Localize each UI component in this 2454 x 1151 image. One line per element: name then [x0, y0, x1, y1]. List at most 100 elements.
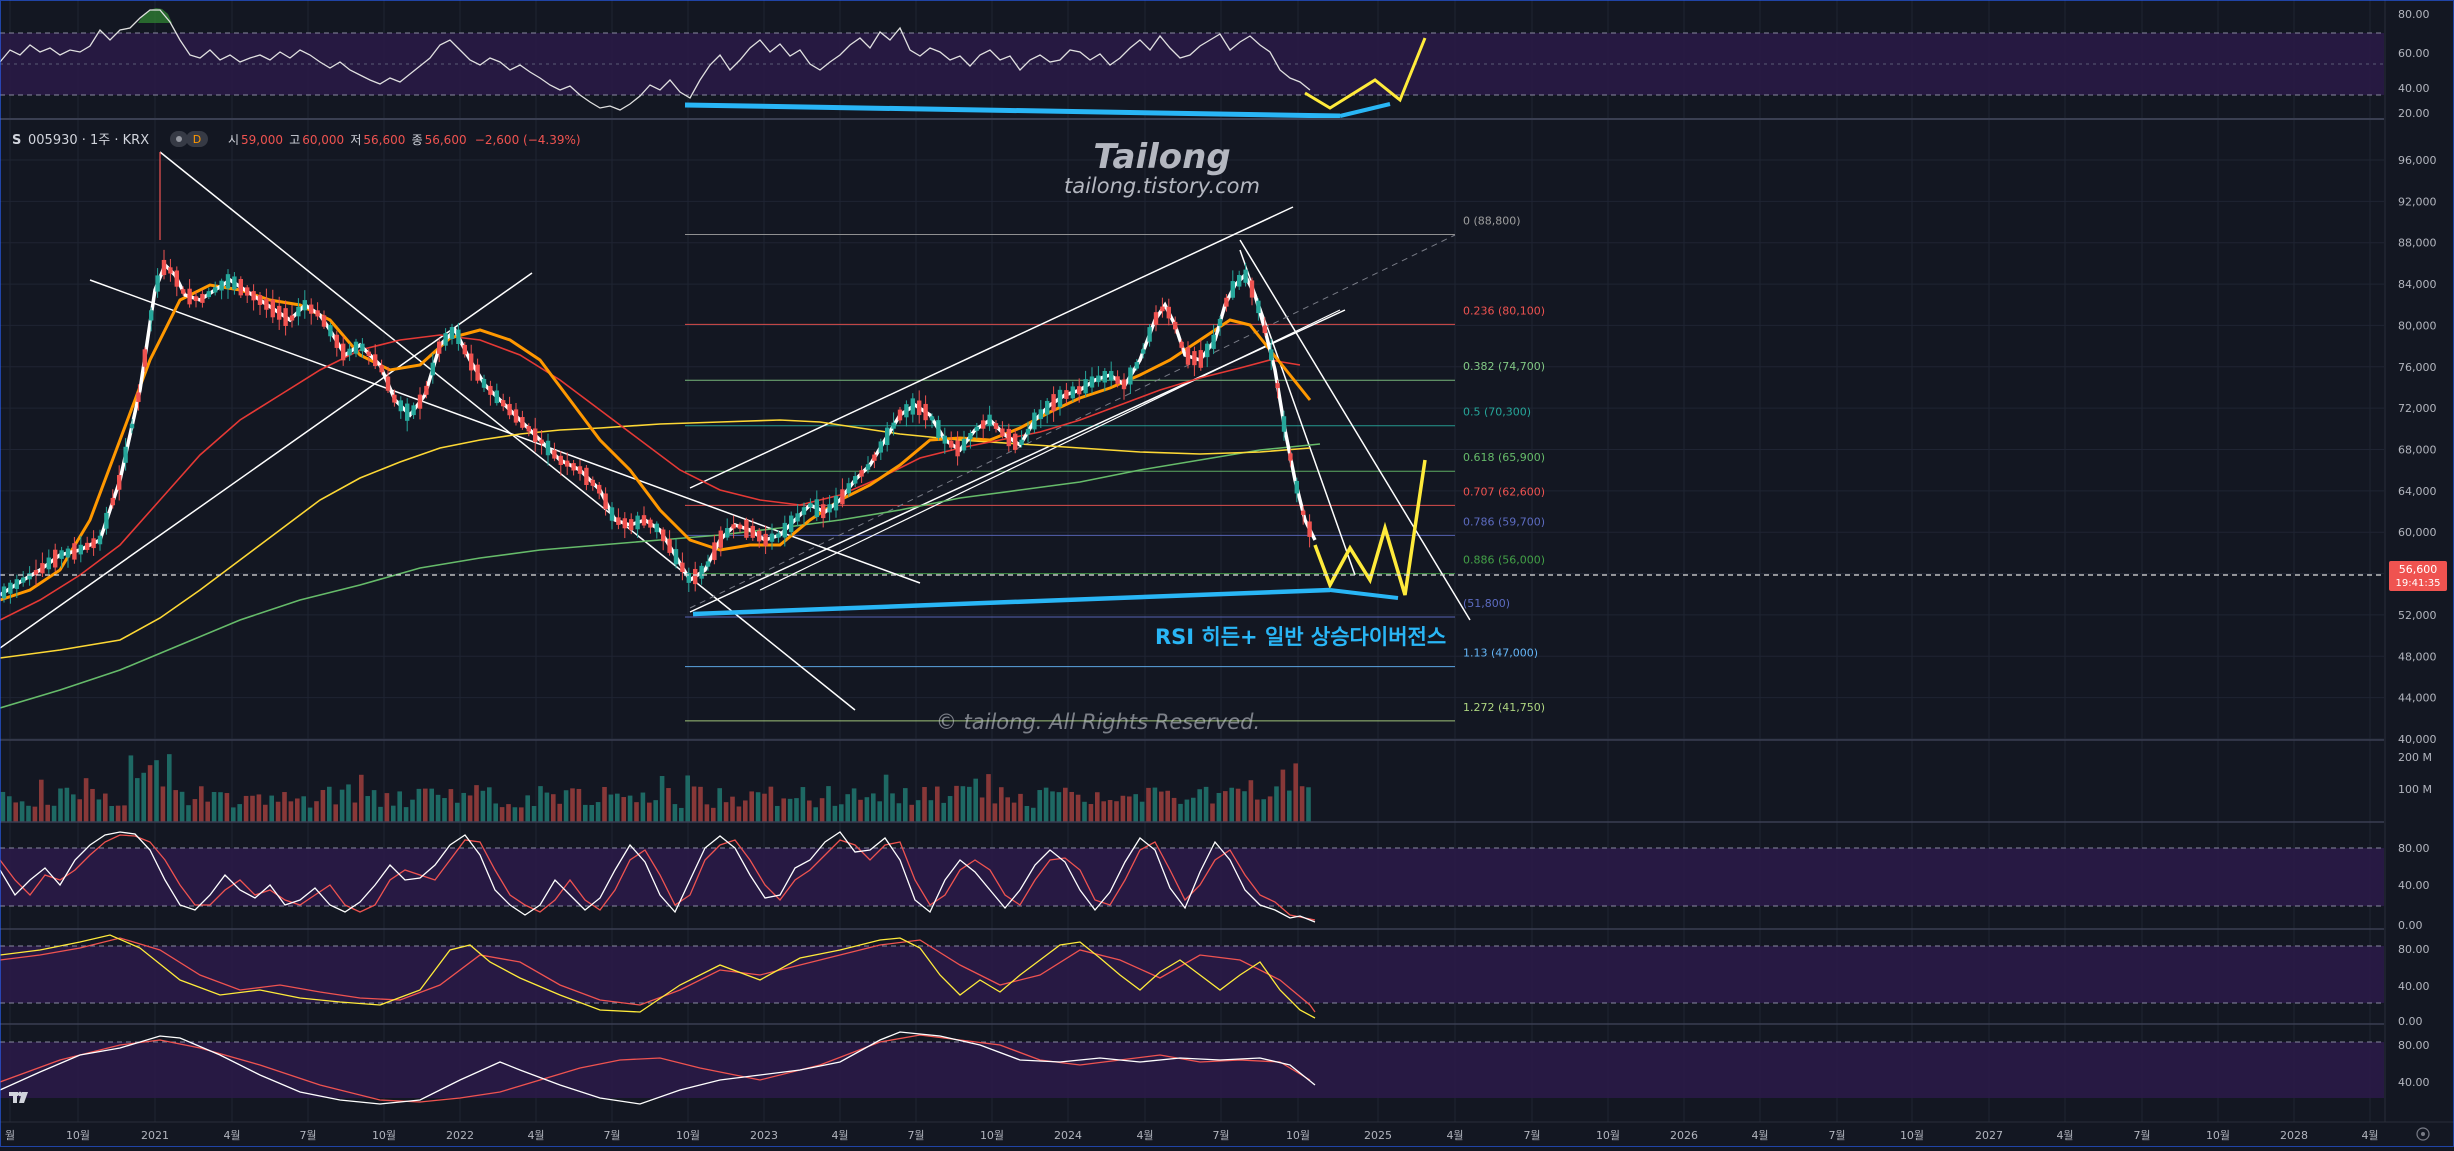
volume-bar — [1191, 797, 1196, 822]
candle-body — [603, 493, 608, 509]
price-tick-label: 84,000 — [2398, 278, 2437, 291]
price-tick-label: 52,000 — [2398, 609, 2437, 622]
candle-body — [1025, 428, 1031, 435]
candle-body — [347, 348, 352, 356]
volume-bar — [1146, 787, 1151, 822]
volume-bar — [1133, 794, 1138, 822]
candle-body — [507, 403, 512, 416]
candle-body — [104, 512, 109, 529]
stoch-panel-2[interactable] — [0, 934, 2384, 1019]
candle-body — [1121, 379, 1127, 390]
volume-bar — [64, 787, 70, 822]
volume-bar — [659, 776, 665, 822]
volume-bar — [1293, 763, 1298, 822]
volume-bar — [1255, 799, 1260, 822]
candle-body — [763, 533, 768, 546]
time-tick-label: 10월 — [980, 1129, 1004, 1142]
candle-body — [1128, 367, 1133, 385]
time-tick-label: 10월 — [1286, 1129, 1310, 1142]
candle-body — [597, 484, 602, 494]
candle-body — [859, 470, 864, 477]
candle-body — [373, 354, 378, 367]
candle-body — [808, 503, 813, 508]
volume-bar — [845, 794, 850, 822]
volume-bar — [551, 794, 556, 822]
volume-bar — [666, 788, 671, 822]
volume-panel[interactable] — [0, 754, 1311, 822]
candle-body — [117, 475, 122, 490]
candle-body — [270, 299, 275, 318]
candle-body — [379, 365, 384, 373]
rsi-tick-label: 60.00 — [2398, 47, 2430, 60]
fib-level-label: 1.272 (41,750) — [1463, 701, 1545, 714]
candle-body — [955, 440, 960, 457]
candle-body — [917, 400, 922, 416]
volume-bar — [640, 792, 646, 822]
volume-bar — [231, 807, 236, 822]
candle-body — [1083, 379, 1088, 394]
settings-gear-icon[interactable] — [2416, 1127, 2430, 1141]
candle-body — [661, 529, 666, 542]
volume-bar — [531, 805, 537, 822]
price-tick-label: 60,000 — [2398, 526, 2437, 539]
volume-bar — [275, 801, 281, 822]
candle-body — [53, 549, 58, 568]
symbol-legend[interactable]: S 005930 · 1주 · KRX D 시 59,000 고 60,000 저 56,… — [12, 131, 581, 148]
candle-body — [78, 544, 83, 555]
symbol-title[interactable]: 005930 · 1주 · KRX — [28, 133, 149, 148]
volume-bar — [1197, 789, 1202, 822]
volume-bar — [1306, 787, 1311, 822]
candle-body — [981, 420, 986, 429]
volume-bar — [819, 798, 825, 822]
volume-bar — [416, 788, 422, 822]
volume-bar — [538, 786, 543, 822]
volume-bar — [128, 755, 134, 822]
candle-body — [97, 535, 103, 545]
volume-bar — [979, 797, 985, 822]
volume-bar — [589, 804, 594, 822]
candle-body — [878, 441, 883, 453]
volume-tick-label: 100 M — [2398, 783, 2432, 796]
candle-body — [539, 439, 544, 444]
volume-bar — [13, 802, 18, 822]
stoch-panel-3[interactable] — [0, 1031, 2384, 1105]
top-rsi-panel[interactable] — [0, 8, 2384, 119]
price-panel[interactable]: 0 (88,800) 0.236 (80,100) 0.382 (74,700) 0.… — [0, 151, 2384, 740]
volume-bar — [1050, 791, 1055, 822]
time-tick-label: 7월 — [907, 1129, 924, 1142]
ohlc-value: 56,600 — [425, 133, 467, 147]
candle-body — [91, 538, 96, 549]
volume-bar — [839, 804, 844, 822]
candle-body — [750, 525, 755, 538]
divergence-annotation: RSI 히든+ 일반 상승다이버전스 — [1155, 625, 1446, 649]
up-channel-mid — [759, 309, 1341, 591]
volume-bar — [1184, 799, 1190, 822]
candle-body — [904, 404, 909, 418]
time-tick-label: 4월 — [1136, 1129, 1153, 1142]
volume-bar — [506, 804, 511, 822]
volume-bar — [154, 760, 159, 822]
stoch-panel-1[interactable] — [0, 831, 2384, 923]
volume-bar — [519, 807, 524, 822]
volume-bar — [967, 786, 972, 822]
volume-bar — [256, 794, 262, 822]
candle-body — [533, 428, 538, 442]
time-tick-label: 10월 — [676, 1129, 700, 1142]
candle-body — [1269, 349, 1274, 361]
candle-body — [923, 403, 928, 421]
candle-body — [552, 450, 557, 459]
candle-body — [584, 467, 589, 486]
volume-bar — [512, 807, 518, 822]
osc-band — [0, 1042, 2384, 1098]
osc-tick-label: 40.00 — [2398, 1076, 2430, 1089]
candle-body — [136, 392, 141, 402]
time-axis[interactable]: 월 10월 2021 4월 7월 10월 2022 4월 7월 10월 2023 4월 7월 10월 202… — [5, 1129, 2379, 1142]
candle-body — [897, 409, 903, 421]
interval-badge[interactable] — [186, 131, 208, 147]
candle-body — [251, 291, 256, 301]
volume-bar — [237, 804, 242, 822]
volume-bar — [1082, 801, 1087, 822]
candle-body — [526, 426, 531, 432]
volume-bar — [211, 792, 217, 822]
